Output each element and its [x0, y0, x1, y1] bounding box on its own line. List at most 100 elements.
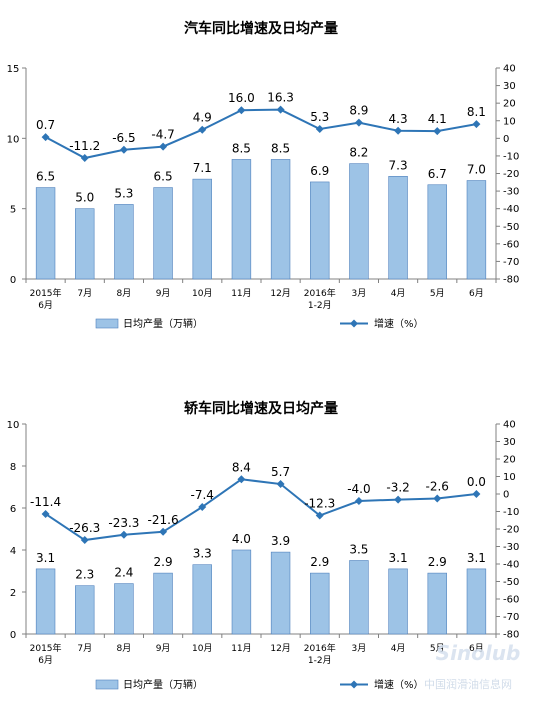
bar-value-label: 7.1: [193, 161, 212, 175]
category-label: 6月: [469, 288, 484, 299]
chart-title: 轿车同比增速及日均产量: [184, 400, 338, 417]
legend-line-label: 增速（%）: [374, 317, 424, 330]
right-tick-label: 40: [503, 64, 516, 75]
right-tick-label: 30: [503, 81, 516, 92]
bar-value-label: 8.5: [232, 141, 251, 155]
bar: [349, 163, 369, 280]
growth-marker: [119, 530, 128, 539]
bar-value-label: 5.0: [75, 191, 94, 205]
bar-value-label: 5.3: [114, 186, 133, 200]
bar-value-label: 6.7: [428, 167, 447, 181]
right-tick-label: -60: [503, 239, 519, 250]
growth-value-label: -7.4: [191, 488, 214, 502]
legend-line-marker: [350, 319, 358, 328]
growth-value-label: -11.4: [30, 495, 61, 509]
bar-value-label: 3.1: [389, 551, 408, 565]
bar-value-label: 2.4: [114, 566, 133, 580]
legend-line-label: 增速（%）: [374, 678, 424, 691]
growth-value-label: 0.7: [36, 118, 55, 132]
bar-value-label: 4.0: [232, 532, 251, 546]
bar: [192, 178, 212, 280]
growth-value-label: -26.3: [69, 521, 100, 535]
bar: [427, 184, 447, 280]
growth-value-label: -4.0: [347, 482, 370, 496]
growth-marker: [354, 118, 363, 127]
right-tick-label: 20: [503, 455, 516, 466]
bar: [35, 187, 56, 280]
category-label: 10月: [192, 643, 212, 654]
right-tick-label: -40: [503, 204, 519, 215]
legend-bar-swatch: [95, 679, 119, 690]
left-tick-label: 0: [10, 275, 16, 286]
growth-marker: [198, 125, 207, 134]
growth-marker: [433, 127, 442, 136]
growth-value-label: 8.1: [467, 105, 486, 119]
bar: [270, 551, 291, 635]
left-tick-label: 4: [10, 546, 16, 557]
category-label: 7月: [77, 288, 92, 299]
bar: [75, 208, 95, 280]
bar: [231, 549, 252, 635]
growth-value-label: -23.3: [108, 516, 139, 530]
bar: [349, 560, 369, 635]
bar: [153, 572, 173, 635]
category-label: 5月: [430, 288, 445, 299]
category-label: 2015年 6月: [30, 287, 62, 311]
right-tick-label: -50: [503, 222, 519, 233]
left-tick-label: 8: [10, 462, 16, 473]
left-tick-label: 6: [10, 504, 16, 515]
chart-1: 汽车同比增速及日均产量 0 5 10 15 40 30 20 10 0 -10 -20 -30 -40 -5…: [7, 20, 520, 330]
growth-marker: [119, 145, 128, 154]
right-tick-label: -70: [503, 612, 519, 623]
left-tick-label: 0: [10, 630, 16, 641]
category-label: 7月: [77, 643, 92, 654]
bar: [427, 572, 447, 635]
growth-marker: [80, 154, 89, 163]
growth-value-label: -4.7: [151, 128, 174, 142]
bar: [388, 176, 408, 280]
growth-marker: [159, 142, 168, 151]
right-tick-label: -20: [503, 525, 519, 536]
bar: [388, 568, 408, 635]
right-tick-label: -10: [503, 507, 519, 518]
growth-value-label: 5.3: [310, 110, 329, 124]
growth-value-label: -11.2: [69, 139, 100, 153]
growth-marker: [394, 495, 403, 504]
growth-value-label: -12.3: [304, 497, 335, 511]
right-tick-label: 40: [503, 420, 516, 431]
bar-value-label: 3.1: [467, 551, 486, 565]
right-tick-label: -50: [503, 577, 519, 588]
growth-marker: [394, 126, 403, 135]
growth-marker: [159, 527, 168, 536]
growth-marker: [433, 494, 442, 503]
category-label: 12月: [270, 288, 290, 299]
right-tick-label: 30: [503, 437, 516, 448]
legend: 日均产量（万辆） 增速（%）: [95, 678, 424, 691]
category-label: 9月: [156, 288, 171, 299]
bar: [270, 159, 291, 280]
bar-value-label: 3.1: [36, 551, 55, 565]
growth-line: [45, 108, 477, 160]
bar: [310, 572, 330, 635]
category-label: 3月: [352, 643, 367, 654]
bar-value-label: 3.3: [193, 547, 212, 561]
right-tick-label: -60: [503, 595, 519, 606]
watermark-text: 中国润滑油信息网: [424, 677, 512, 691]
growth-marker: [237, 475, 246, 484]
category-label: 8月: [117, 288, 132, 299]
growth-marker: [315, 125, 324, 134]
growth-value-label: 4.1: [428, 112, 447, 126]
category-label: 4月: [391, 288, 406, 299]
bar: [114, 204, 134, 280]
bar-value-label: 2.9: [154, 555, 173, 569]
growth-marker: [237, 106, 246, 115]
bar-value-label: 3.5: [349, 543, 368, 557]
bar: [192, 564, 212, 635]
bar-value-label: 3.9: [271, 534, 290, 548]
bar: [231, 159, 252, 280]
right-tick-label: -70: [503, 257, 519, 268]
bar-value-label: 8.5: [271, 141, 290, 155]
growth-marker: [472, 490, 481, 498]
category-label: 12月: [270, 643, 290, 654]
